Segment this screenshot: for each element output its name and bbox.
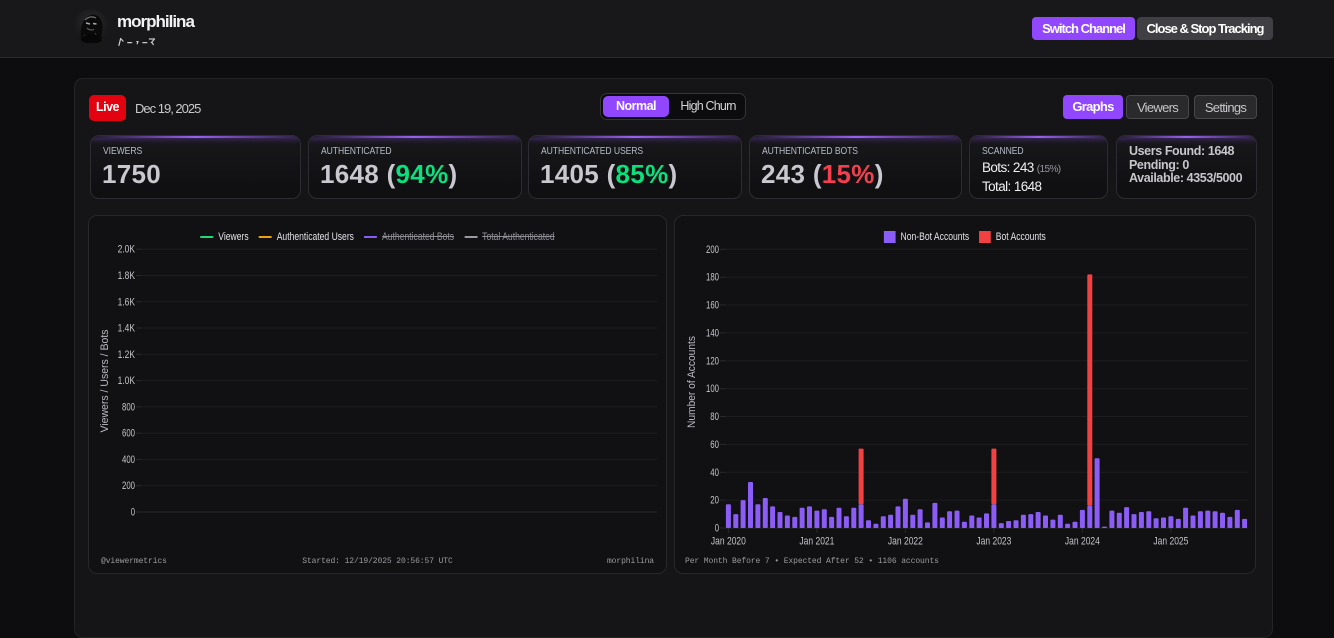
svg-text:200: 200	[122, 480, 135, 492]
svg-text:400: 400	[122, 454, 135, 466]
svg-text:Jan 2024: Jan 2024	[1065, 536, 1100, 548]
svg-text:200: 200	[706, 244, 719, 256]
svg-text:Jan 2021: Jan 2021	[799, 536, 834, 548]
svg-text:1.4K: 1.4K	[118, 323, 136, 335]
svg-text:40: 40	[710, 467, 719, 479]
svg-text:20: 20	[710, 495, 719, 507]
svg-text:80: 80	[710, 411, 719, 423]
svg-text:160: 160	[706, 300, 719, 312]
svg-text:2.0K: 2.0K	[118, 244, 136, 256]
svg-text:Viewers / Users / Bots: Viewers / Users / Bots	[99, 329, 111, 432]
svg-text:800: 800	[122, 401, 135, 413]
svg-text:1.6K: 1.6K	[118, 296, 136, 308]
svg-text:Number of Accounts: Number of Accounts	[686, 336, 698, 428]
svg-text:60: 60	[710, 439, 719, 451]
svg-text:600: 600	[122, 428, 135, 440]
svg-text:100: 100	[706, 383, 719, 395]
svg-text:1.8K: 1.8K	[118, 270, 136, 282]
svg-text:1.0K: 1.0K	[118, 375, 136, 387]
svg-text:1.2K: 1.2K	[118, 349, 136, 361]
svg-text:140: 140	[706, 327, 719, 339]
svg-text:120: 120	[706, 355, 719, 367]
svg-text:0: 0	[715, 523, 719, 535]
svg-text:Jan 2023: Jan 2023	[976, 536, 1011, 548]
svg-text:Jan 2022: Jan 2022	[888, 536, 923, 548]
svg-text:180: 180	[706, 272, 719, 284]
svg-text:Jan 2025: Jan 2025	[1153, 536, 1188, 548]
svg-text:0: 0	[131, 507, 135, 519]
svg-text:Jan 2020: Jan 2020	[711, 536, 746, 548]
